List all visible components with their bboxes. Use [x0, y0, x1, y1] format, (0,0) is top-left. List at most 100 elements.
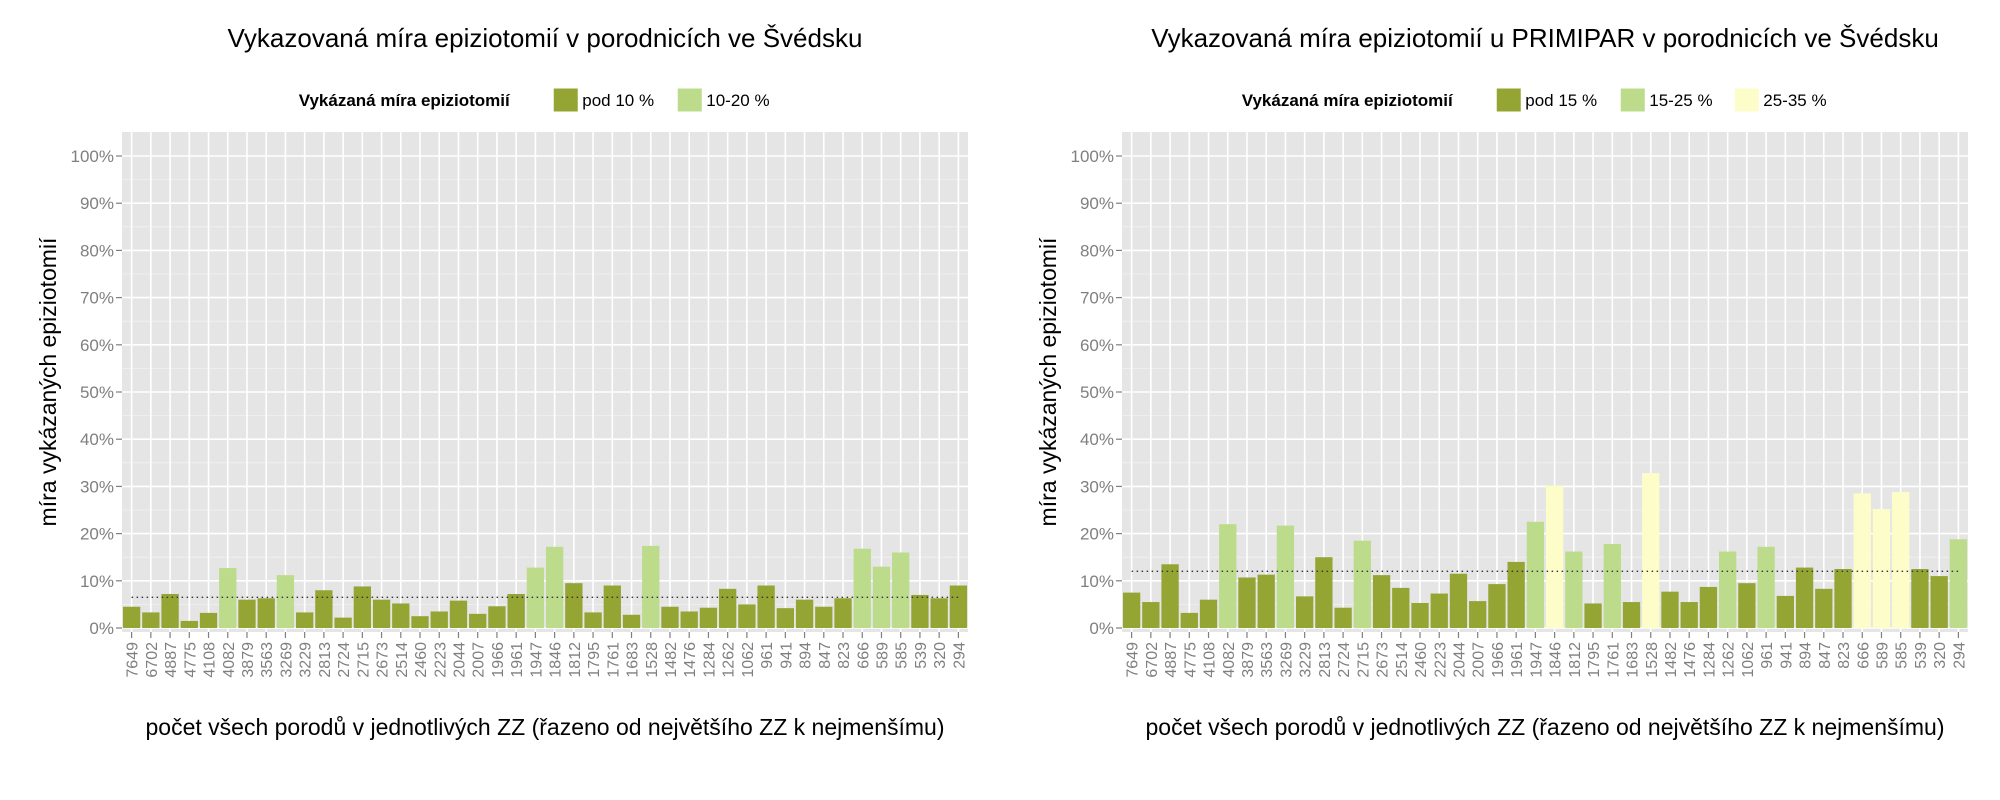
legend-swatch-0	[1495, 87, 1522, 113]
bar	[1949, 539, 1968, 628]
y-tick-label: 100%	[1071, 147, 1114, 166]
legend-entry-label: 10-20 %	[706, 91, 769, 110]
y-tick-label: 90%	[80, 194, 114, 213]
bar	[565, 583, 583, 628]
bar	[1372, 575, 1391, 628]
x-tick-label: 2007	[471, 642, 488, 678]
x-tick-label: 894	[798, 642, 815, 669]
bar	[161, 594, 179, 628]
x-tick-label: 2813	[317, 642, 334, 678]
legend-swatch-1	[676, 87, 703, 113]
plot-background	[1122, 132, 1968, 632]
bar	[815, 606, 833, 628]
bar	[1622, 602, 1641, 628]
bar	[180, 620, 198, 628]
chart-title: Vykazovaná míra epiziotomií u PRIMIPAR v…	[1151, 23, 1939, 53]
bar	[911, 594, 929, 628]
x-tick-label: 2673	[375, 642, 392, 678]
x-tick-label: 294	[1951, 642, 1968, 669]
bar	[142, 612, 160, 628]
bar	[1315, 557, 1333, 628]
y-tick-label: 60%	[1080, 336, 1114, 355]
x-tick-label: 3879	[240, 642, 257, 678]
x-tick-label: 961	[1759, 642, 1776, 669]
x-tick-label: 1284	[701, 642, 718, 678]
bar	[1603, 543, 1621, 628]
x-tick-label: 2223	[432, 642, 449, 678]
bar	[834, 598, 852, 628]
x-tick-label: 2724	[1336, 642, 1353, 678]
chart-left-svg: Vykazovaná míra epiziotomií v porodnicíc…	[35, 23, 968, 740]
bar	[1488, 584, 1506, 628]
y-tick-label: 50%	[80, 383, 114, 402]
bar	[315, 590, 333, 628]
x-tick-label: 3229	[298, 642, 315, 678]
y-tick-label: 30%	[1080, 477, 1114, 496]
bar	[1180, 612, 1198, 628]
legend-entry-label: pod 10 %	[582, 91, 654, 110]
bar	[622, 614, 641, 628]
x-tick-label: 6702	[144, 642, 161, 678]
x-tick-label: 1262	[1721, 642, 1738, 678]
y-tick-label: 50%	[1080, 383, 1114, 402]
x-tick-label: 1961	[509, 642, 526, 678]
x-tick-label: 4887	[163, 642, 180, 678]
x-tick-label: 539	[1913, 642, 1930, 669]
bar	[1795, 567, 1814, 628]
bar	[1238, 577, 1256, 628]
x-axis: 7649 6702 4887 4775 4108 4082 3879 3563 3269 3229…	[1125, 632, 1968, 678]
bar	[469, 613, 487, 628]
bar	[238, 599, 256, 628]
x-tick-label: 847	[1817, 642, 1834, 669]
x-axis: 7649 6702 4887 4775 4108 4082 3879 3563 3269 3229…	[125, 632, 968, 678]
x-tick-label: 1812	[567, 642, 584, 678]
bar	[949, 585, 968, 628]
y-tick-label: 40%	[80, 430, 114, 449]
x-tick-label: 823	[836, 642, 853, 669]
x-tick-label: 823	[1836, 642, 1853, 669]
y-tick-label: 90%	[1080, 194, 1114, 213]
bar	[1430, 593, 1448, 628]
x-tick-label: 320	[932, 642, 949, 669]
bar	[1738, 583, 1756, 628]
bar	[507, 594, 525, 628]
x-tick-label: 666	[855, 642, 872, 669]
legend-entry-label: pod 15 %	[1525, 91, 1597, 110]
x-tick-label: 1062	[740, 642, 757, 678]
bar	[1545, 485, 1564, 628]
y-tick-label: 80%	[1080, 241, 1114, 260]
bar	[1930, 576, 1948, 628]
bar	[1680, 602, 1698, 628]
x-tick-label: 2460	[413, 642, 430, 678]
x-tick-label: 7649	[1125, 642, 1142, 678]
bar	[1122, 592, 1141, 628]
x-tick-label: 2007	[1471, 642, 1488, 678]
bar	[353, 586, 371, 628]
x-tick-label: 4082	[221, 642, 238, 678]
x-tick-label: 4082	[1221, 642, 1238, 678]
bar	[526, 567, 545, 628]
x-tick-label: 320	[1932, 642, 1949, 669]
x-tick-label: 847	[817, 642, 834, 669]
legend-swatch-1	[1619, 87, 1646, 113]
x-tick-label: 1482	[663, 642, 680, 678]
x-tick-label: 539	[913, 642, 930, 669]
x-tick-label: 2514	[1394, 642, 1411, 678]
bar	[488, 606, 506, 628]
x-tick-label: 666	[1855, 642, 1872, 669]
x-tick-label: 294	[951, 642, 968, 669]
bar	[1565, 551, 1583, 628]
x-tick-label: 3269	[1278, 642, 1295, 678]
bar	[1815, 588, 1833, 628]
y-tick-label: 60%	[80, 336, 114, 355]
x-tick-label: 2514	[394, 642, 411, 678]
bar	[699, 607, 718, 628]
bar	[1853, 493, 1871, 628]
grid	[1122, 132, 1968, 632]
x-tick-label: 3269	[278, 642, 295, 678]
bar	[1642, 473, 1660, 628]
bar	[1469, 601, 1487, 628]
bar	[892, 552, 910, 628]
y-tick-label: 10%	[1080, 572, 1114, 591]
x-tick-label: 2044	[451, 642, 468, 678]
